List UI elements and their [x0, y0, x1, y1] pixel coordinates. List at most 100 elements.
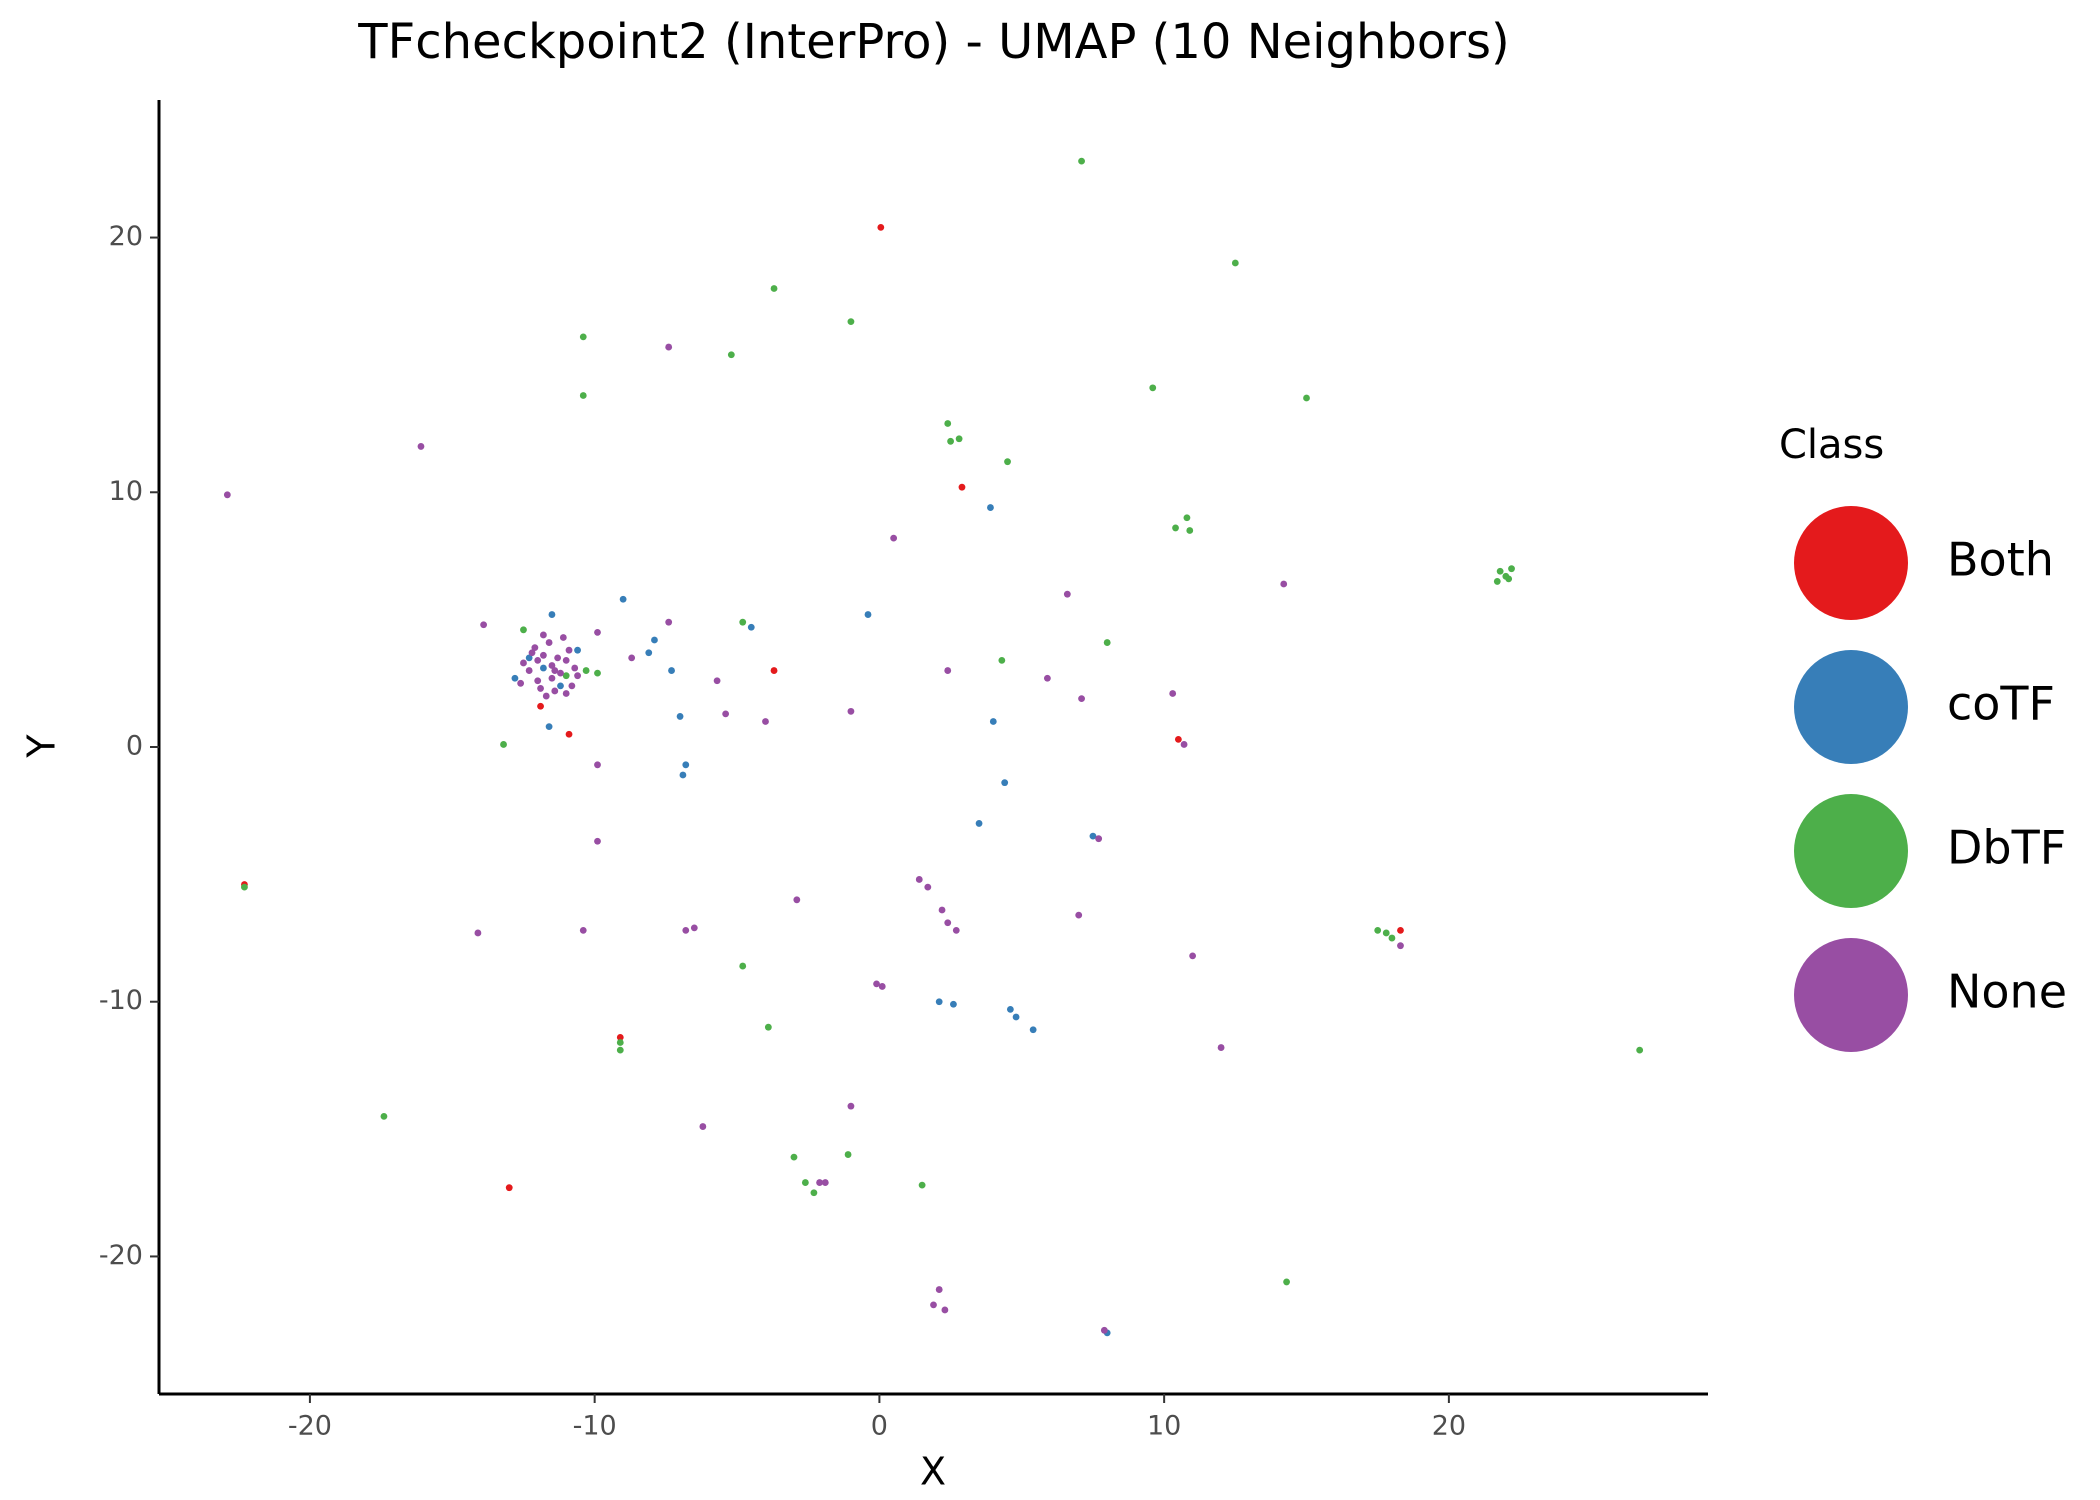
- point: [616, 1039, 624, 1046]
- point: [540, 664, 547, 672]
- point: [582, 667, 590, 674]
- point: [690, 924, 698, 932]
- point: [810, 1189, 818, 1197]
- point: [955, 435, 963, 443]
- point: [1508, 565, 1515, 573]
- point: [1493, 578, 1501, 585]
- point: [1029, 1026, 1037, 1034]
- point: [1006, 1005, 1014, 1013]
- point: [511, 674, 519, 682]
- point: [1078, 157, 1085, 165]
- point: [873, 980, 880, 988]
- point: [548, 662, 556, 669]
- point: [540, 631, 547, 639]
- point: [944, 420, 952, 427]
- point: [480, 621, 488, 629]
- point: [930, 1301, 937, 1309]
- point: [545, 723, 553, 731]
- point: [548, 611, 556, 618]
- point: [958, 483, 966, 491]
- point: [551, 687, 559, 695]
- point: [616, 1033, 624, 1041]
- point: [1089, 832, 1097, 840]
- legend-key: [1794, 506, 1908, 620]
- point: [1496, 567, 1504, 575]
- point: [665, 343, 673, 351]
- point: [950, 1000, 957, 1008]
- y-tick-label: 20: [109, 221, 143, 252]
- x-tick-label: 20: [1432, 1411, 1466, 1442]
- point: [500, 741, 507, 748]
- point: [847, 318, 855, 326]
- point: [520, 626, 527, 634]
- point: [790, 1153, 798, 1161]
- point: [1063, 590, 1071, 598]
- point: [565, 646, 573, 654]
- point: [679, 771, 687, 779]
- point: [713, 677, 721, 685]
- point: [559, 634, 567, 641]
- point: [864, 611, 872, 618]
- point: [574, 646, 581, 654]
- point: [517, 679, 525, 687]
- point: [1189, 952, 1197, 960]
- point: [844, 1151, 852, 1158]
- point: [531, 644, 539, 652]
- point: [651, 636, 658, 644]
- x-axis-title: X: [920, 1450, 946, 1494]
- point: [594, 761, 601, 769]
- point: [847, 1102, 855, 1110]
- point: [528, 649, 536, 657]
- point: [417, 443, 425, 450]
- point: [562, 672, 570, 680]
- y-tick-label: -20: [99, 1240, 143, 1271]
- point: [1283, 1278, 1290, 1286]
- x-tick-label: -20: [288, 1411, 332, 1442]
- point: [1374, 927, 1382, 934]
- point: [594, 628, 601, 636]
- y-tick-label: 0: [126, 731, 143, 762]
- point: [525, 654, 533, 662]
- point: [890, 534, 898, 542]
- point: [574, 672, 581, 680]
- point: [562, 690, 570, 697]
- point: [545, 639, 553, 646]
- point: [1004, 458, 1011, 466]
- point: [935, 998, 943, 1006]
- x-tick-label: 10: [1147, 1411, 1181, 1442]
- legend-label: coTF: [1947, 677, 2055, 731]
- point: [579, 927, 587, 934]
- point: [762, 718, 769, 725]
- point: [918, 1181, 926, 1189]
- point: [1217, 1044, 1225, 1051]
- x-tick-label: 0: [871, 1411, 888, 1442]
- point: [1183, 514, 1191, 522]
- point: [551, 667, 559, 674]
- point: [474, 929, 482, 937]
- point: [676, 713, 684, 720]
- legend-key: [1794, 938, 1908, 1052]
- point: [952, 927, 960, 934]
- point: [944, 667, 952, 674]
- point: [847, 707, 855, 715]
- point: [975, 820, 983, 827]
- point: [557, 669, 564, 677]
- point: [739, 962, 747, 970]
- legend-label: Both: [1947, 533, 2054, 587]
- point: [562, 656, 570, 664]
- point: [1172, 524, 1179, 532]
- point: [520, 659, 527, 667]
- point: [1103, 639, 1111, 646]
- point: [1397, 942, 1404, 950]
- point: [998, 656, 1006, 664]
- point: [542, 692, 550, 700]
- point: [938, 906, 946, 914]
- point: [665, 618, 673, 626]
- legend-key: [1794, 650, 1908, 764]
- point: [579, 333, 587, 341]
- point: [505, 1184, 513, 1192]
- point: [941, 1306, 949, 1314]
- point: [764, 1023, 772, 1031]
- point: [1174, 735, 1182, 743]
